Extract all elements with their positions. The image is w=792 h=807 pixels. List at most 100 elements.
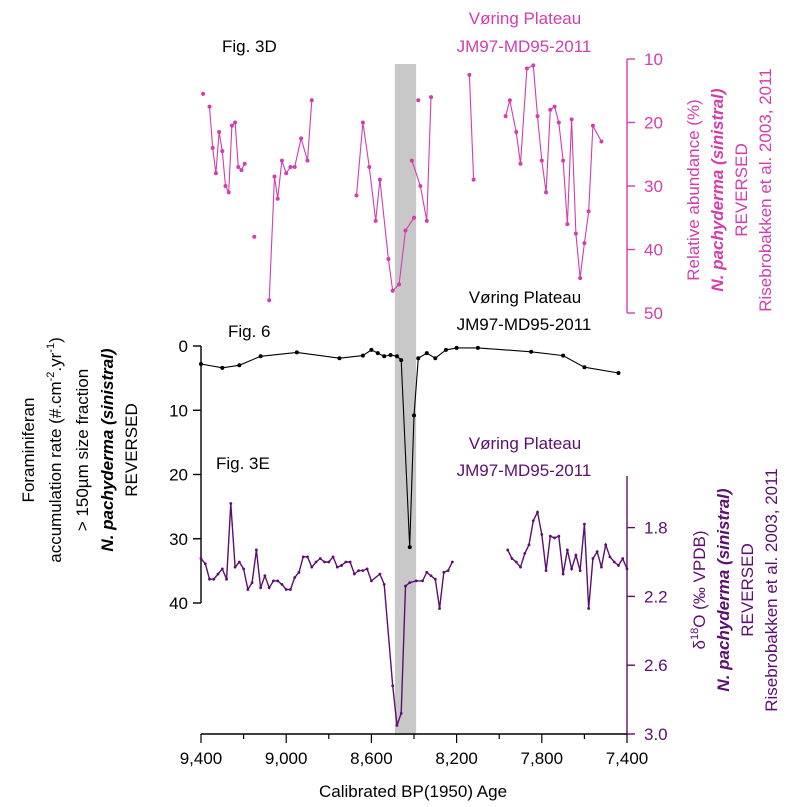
data-point xyxy=(565,222,570,227)
data-point xyxy=(267,586,271,590)
y-tick-label: 30 xyxy=(169,530,188,549)
data-point xyxy=(446,569,450,572)
x-axis-label: Calibrated BP(1950) Age xyxy=(319,782,507,801)
data-point xyxy=(582,241,587,246)
series-line xyxy=(355,122,415,292)
data-point xyxy=(199,557,203,560)
data-point xyxy=(237,560,241,564)
data-point xyxy=(604,543,608,547)
data-point xyxy=(548,107,553,112)
data-point xyxy=(289,588,292,591)
data-point xyxy=(527,543,531,547)
data-point xyxy=(544,190,549,195)
data-point xyxy=(335,565,339,569)
data-point xyxy=(367,164,372,169)
data-point xyxy=(236,164,241,169)
series-line xyxy=(507,509,628,609)
data-point xyxy=(272,579,275,583)
data-point xyxy=(412,413,416,418)
data-point xyxy=(612,560,616,564)
data-point xyxy=(220,567,224,571)
data-point xyxy=(536,510,539,514)
data-point xyxy=(414,579,418,583)
y-tick-label: 20 xyxy=(169,466,188,485)
data-point xyxy=(514,560,518,564)
y-tick-label: 0 xyxy=(179,337,188,356)
data-point xyxy=(331,555,335,559)
data-point xyxy=(540,533,544,536)
data-point xyxy=(220,149,225,154)
data-point xyxy=(293,576,297,579)
data-point xyxy=(284,588,288,591)
series-line xyxy=(268,100,313,301)
data-point xyxy=(213,171,218,176)
data-point xyxy=(561,572,565,576)
data-point xyxy=(370,579,373,583)
data-point xyxy=(582,365,587,370)
series-line xyxy=(411,97,432,221)
data-point xyxy=(395,724,399,727)
panel-title-line-2: JM97-MD95-2011 xyxy=(457,37,592,56)
data-point xyxy=(418,184,423,188)
ylabel-line-3: REVERSED xyxy=(738,543,757,637)
data-point xyxy=(397,282,402,287)
panel-title-line-1: Vøring Plateau xyxy=(469,9,581,28)
data-point xyxy=(425,570,429,574)
data-point xyxy=(276,579,280,583)
ylabel-line-4: Risebrobakken et al. 2003, 2011 xyxy=(756,68,775,312)
data-point xyxy=(229,123,234,128)
data-point xyxy=(348,560,352,564)
data-point xyxy=(408,581,412,585)
data-point xyxy=(586,209,591,214)
data-point xyxy=(573,231,578,236)
y-tick-label: 1.8 xyxy=(644,519,668,538)
data-point xyxy=(590,123,595,128)
ylabel-line-4: Risebrobakken et al. 2003, 2011 xyxy=(762,468,781,712)
data-point xyxy=(237,363,242,368)
data-point xyxy=(284,171,289,176)
data-point xyxy=(556,120,561,125)
y-tick-label: 30 xyxy=(644,177,663,196)
data-point xyxy=(246,588,250,591)
data-point xyxy=(299,136,304,141)
x-tick-label: 7,400 xyxy=(606,749,649,768)
data-point xyxy=(424,351,429,356)
y-tick-label: 3.0 xyxy=(644,725,668,744)
data-point xyxy=(438,607,441,610)
data-point xyxy=(403,228,408,233)
x-tick-label: 8,200 xyxy=(435,749,478,768)
data-point xyxy=(220,365,225,370)
data-point xyxy=(578,276,583,281)
data-point xyxy=(510,557,514,560)
data-point xyxy=(318,557,322,560)
data-point xyxy=(539,158,544,163)
data-point xyxy=(617,564,620,567)
data-point xyxy=(340,564,343,567)
data-point xyxy=(199,361,203,366)
data-point xyxy=(369,347,374,352)
y-tick-label: 20 xyxy=(644,114,663,133)
y-axis-label-6: Foraminiferan accumulation rate (#.cm-2.… xyxy=(19,337,141,563)
data-point xyxy=(337,356,342,361)
data-point xyxy=(519,565,522,569)
data-point xyxy=(621,557,625,560)
data-point xyxy=(373,218,378,223)
data-point xyxy=(279,158,284,163)
ylabel-line-1: δ18O (‰ VPDB) xyxy=(689,530,709,649)
ylabel-line-2: N. pachyderma (sinistral) xyxy=(708,88,727,291)
data-point xyxy=(210,145,215,150)
series-line xyxy=(208,106,246,195)
ylabel-line-3: > 150µm size fraction xyxy=(73,369,92,531)
ylabel-line-4: N. pachyderma (sinistral) xyxy=(98,348,117,551)
data-point xyxy=(407,545,412,550)
data-point xyxy=(309,98,314,103)
y-tick-label: 40 xyxy=(169,594,188,613)
panel-label-fig-3d: Fig. 3D xyxy=(222,37,277,56)
data-point xyxy=(288,164,293,169)
data-point xyxy=(544,569,548,572)
y-tick-label: 10 xyxy=(169,401,188,420)
data-point xyxy=(301,555,305,559)
data-point xyxy=(327,560,331,564)
data-point xyxy=(225,577,228,581)
